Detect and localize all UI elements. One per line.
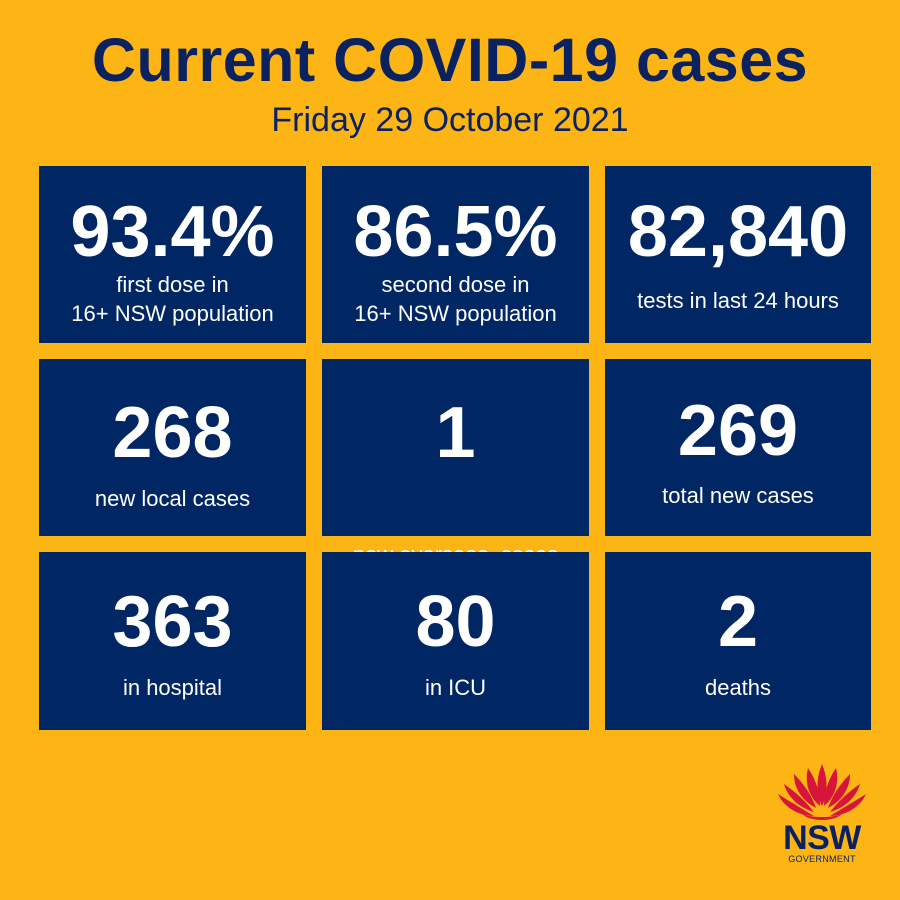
stat-label-line: tests in last 24 hours: [637, 288, 839, 313]
stat-tile-icu: 80 in ICU: [322, 552, 589, 730]
stat-label-line: new local cases: [94, 486, 251, 511]
stat-label-line: first dose in: [116, 272, 229, 297]
stat-tile-total-cases: 269 total new cases: [605, 359, 871, 536]
stat-label-line: in hospital: [122, 675, 223, 700]
stat-label-line: in ICU: [424, 675, 487, 700]
stat-value: 363: [112, 582, 233, 662]
stat-label-line: deaths: [704, 675, 772, 700]
stat-tile-second-dose: 86.5% second dose in 16+ NSW population: [322, 166, 589, 343]
stat-value: 268: [112, 393, 233, 473]
waratah-icon: [778, 764, 866, 820]
stat-value: 93.4%: [70, 192, 275, 272]
stat-label: tests in last 24 hours: [605, 286, 871, 315]
stat-value: 1: [435, 393, 476, 473]
stat-label-line: 16+ NSW population: [71, 301, 274, 326]
stat-tile-deaths: 2 deaths: [605, 552, 871, 730]
stat-label: first dose in 16+ NSW population: [39, 270, 306, 328]
stat-value: 2: [717, 582, 759, 662]
logo-subtext: GOVERNMENT: [788, 854, 856, 864]
stat-value: 80: [415, 582, 496, 662]
stat-tile-local-cases: 268 new local cases: [39, 359, 306, 536]
stat-value: 82,840: [627, 192, 849, 272]
page-title: Current COVID-19 cases: [91, 26, 809, 94]
stat-label-line: 16+ NSW population: [354, 301, 557, 326]
stat-tile-tests: 82,840 tests in last 24 hours: [605, 166, 871, 343]
stat-label: in hospital: [39, 673, 306, 702]
stat-label: new local cases: [39, 484, 306, 513]
stat-label: second dose in 16+ NSW population: [322, 270, 589, 328]
stat-tile-hospital: 363 in hospital: [39, 552, 306, 730]
stat-label: total new cases: [605, 481, 871, 510]
logo-wordmark: NSW: [783, 819, 861, 857]
stat-tile-first-dose: 93.4% first dose in 16+ NSW population: [39, 166, 306, 343]
stat-label-line: second dose in: [381, 272, 530, 297]
stat-label-line: total new cases: [662, 483, 814, 508]
stat-tile-overseas-cases: 1 new overseas cases: [322, 359, 589, 567]
stat-value: 86.5%: [353, 192, 558, 272]
stat-label: in ICU: [322, 673, 589, 702]
stat-value: 269: [677, 391, 799, 471]
stat-label: deaths: [605, 673, 871, 702]
report-date: Friday 29 October 2021: [271, 101, 629, 139]
